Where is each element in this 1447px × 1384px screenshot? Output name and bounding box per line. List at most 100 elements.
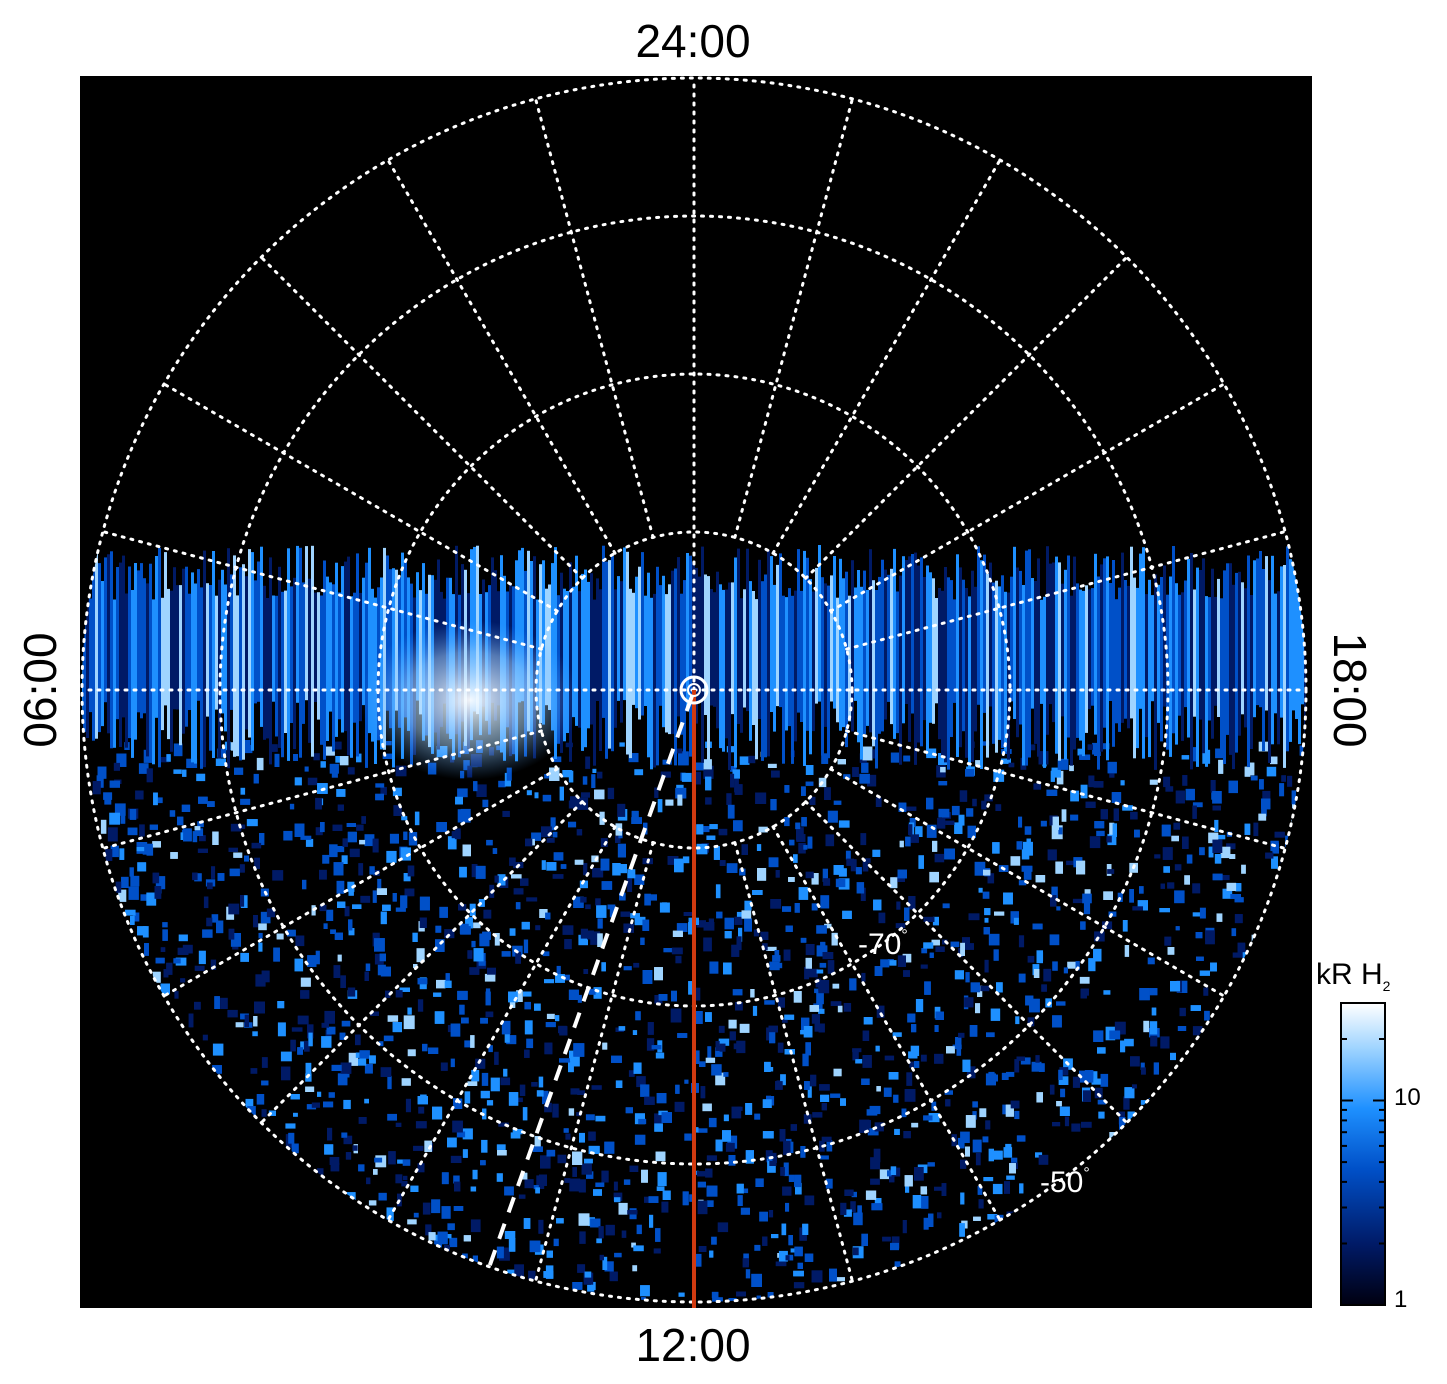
emission-band-strip (836, 597, 839, 723)
emission-band-strip (704, 574, 707, 715)
emission-band-strip (149, 563, 152, 763)
emission-pixel (227, 1009, 238, 1018)
emission-band-strip (203, 550, 206, 768)
emission-band-strip (98, 563, 101, 733)
emission-pixel (197, 821, 204, 828)
emission-pixel (644, 1096, 655, 1105)
emission-pixel (572, 1151, 583, 1165)
emission-pixel (494, 875, 499, 883)
emission-pixel (814, 1021, 820, 1032)
emission-pixel (1107, 869, 1115, 874)
emission-pixel (1032, 923, 1043, 930)
emission-pixel (516, 990, 523, 1002)
emission-band-strip (248, 549, 251, 738)
emission-pixel (579, 1231, 586, 1244)
emission-pixel (116, 753, 127, 767)
emission-pixel (932, 916, 939, 926)
emission-pixel (821, 753, 829, 764)
emission-pixel (515, 902, 521, 910)
emission-pixel (177, 816, 184, 826)
emission-pixel (1132, 906, 1143, 911)
emission-pixel (343, 1135, 353, 1145)
emission-pixel (821, 1103, 827, 1111)
emission-pixel (1107, 833, 1117, 846)
emission-pixel (380, 911, 387, 925)
emission-pixel (192, 831, 198, 843)
emission-pixel (740, 1207, 750, 1215)
emission-pixel (1210, 780, 1216, 793)
emission-band-strip (1112, 560, 1115, 747)
emission-band-strip (830, 575, 833, 702)
emission-pixel (981, 800, 987, 810)
emission-pixel (1111, 792, 1122, 803)
emission-pixel (937, 1212, 942, 1219)
emission-pixel (654, 1123, 663, 1132)
emission-pixel (1175, 926, 1180, 931)
emission-pixel (1253, 822, 1259, 837)
emission-pixel (545, 912, 551, 920)
emission-pixel (800, 937, 807, 943)
emission-pixel (793, 991, 802, 1003)
emission-pixel (978, 1199, 984, 1209)
emission-pixel (601, 1170, 609, 1183)
emission-pixel (476, 784, 487, 797)
emission-pixel (1049, 1084, 1055, 1095)
emission-pixel (463, 1235, 471, 1242)
emission-pixel (1041, 984, 1047, 992)
emission-pixel (592, 768, 597, 773)
emission-pixel (869, 749, 877, 759)
emission-band-strip (206, 583, 209, 717)
emission-pixel (170, 852, 178, 859)
emission-band-strip (809, 579, 812, 755)
emission-pixel (846, 858, 855, 866)
emission-pixel (449, 1237, 458, 1248)
emission-pixel (611, 1055, 622, 1063)
emission-pixel (1122, 805, 1133, 811)
emission-pixel (378, 1192, 387, 1201)
emission-pixel (524, 1020, 533, 1035)
emission-pixel (251, 842, 262, 849)
emission-band-strip (953, 599, 956, 703)
emission-pixel (682, 1191, 689, 1206)
emission-pixel (802, 1053, 809, 1067)
emission-pixel (630, 913, 640, 919)
emission-band-strip (338, 592, 341, 720)
emission-pixel (996, 982, 1003, 993)
emission-pixel (330, 929, 336, 934)
emission-band-strip (317, 592, 320, 720)
emission-band-strip (1127, 585, 1130, 729)
emission-pixel (374, 953, 384, 965)
emission-pixel (1244, 766, 1251, 777)
emission-pixel (601, 962, 606, 972)
emission-pixel (894, 1128, 900, 1135)
emission-pixel (725, 1142, 735, 1152)
emission-pixel (692, 987, 701, 1001)
emission-pixel (348, 928, 355, 936)
emission-pixel (748, 755, 756, 764)
emission-pixel (568, 1108, 575, 1116)
emission-pixel (628, 1070, 635, 1077)
emission-pixel (573, 896, 584, 908)
emission-band-strip (1016, 567, 1019, 738)
emission-pixel (642, 919, 650, 931)
emission-pixel (462, 1128, 473, 1140)
emission-pixel (973, 1216, 981, 1221)
emission-pixel (914, 1061, 920, 1068)
emission-pixel (884, 1055, 895, 1061)
emission-band-strip (833, 556, 836, 709)
emission-band-strip (1019, 570, 1022, 725)
emission-pixel (291, 1143, 299, 1154)
emission-pixel (339, 1032, 346, 1040)
emission-pixel (521, 921, 530, 930)
emission-band-strip (314, 592, 317, 702)
emission-pixel (696, 824, 704, 835)
emission-pixel (929, 871, 939, 883)
emission-pixel (923, 942, 934, 949)
emission-pixel (844, 1189, 854, 1196)
emission-pixel (212, 831, 219, 845)
emission-pixel (1163, 866, 1170, 873)
emission-pixel (215, 758, 226, 766)
emission-pixel (801, 786, 806, 796)
emission-pixel (539, 1174, 547, 1186)
emission-pixel (464, 1091, 471, 1104)
